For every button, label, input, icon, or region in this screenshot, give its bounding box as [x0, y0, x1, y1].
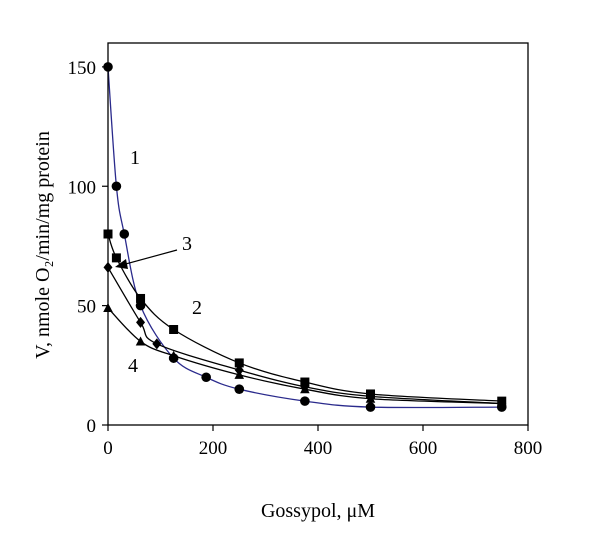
series-1-point [119, 229, 130, 239]
series-4-point [234, 369, 245, 379]
curve-3-arrow-line [121, 249, 178, 266]
series-4-point [365, 393, 376, 403]
curve-label-3: 3 [182, 233, 192, 255]
series-3-point [152, 338, 162, 350]
series-1-point [111, 181, 122, 192]
series-1-point [201, 372, 211, 383]
curve-label-4: 4 [128, 355, 138, 377]
y-axis-label: V, nmole O₂/min/mg protein [32, 131, 54, 359]
y-tick-label: 150 [68, 58, 97, 79]
y-tick-label: 100 [68, 177, 97, 198]
curve-label-2: 2 [192, 297, 202, 319]
series-4-point [496, 398, 507, 408]
x-tick-label: 800 [514, 438, 543, 459]
x-axis-label: Gossypol, μM [261, 500, 375, 522]
series-1-point [135, 300, 146, 311]
y-tick-label: 50 [77, 297, 96, 318]
series-curves [107, 66, 502, 409]
x-tick-label: 0 [103, 438, 113, 459]
plot-frame [107, 42, 529, 426]
curve-label-1: 1 [130, 147, 140, 169]
x-ticks: 0 200 400 600 800 [103, 425, 542, 459]
series-2-point [136, 293, 146, 303]
series-1-point [234, 384, 245, 394]
series-4-point [168, 350, 179, 360]
x-tick-label: 200 [199, 438, 228, 459]
series-2-point [169, 325, 179, 334]
x-tick-label: 400 [304, 438, 333, 459]
curve-3-arrowhead [115, 259, 128, 269]
series-1-line [107, 66, 502, 409]
series-4-point [300, 384, 310, 394]
y-tick-label: 0 [87, 416, 97, 437]
series-2-point [234, 358, 244, 368]
series-2-point [111, 253, 121, 263]
x-tick-label: 600 [409, 438, 438, 459]
series-1-point [300, 396, 310, 406]
series-2-line [107, 233, 502, 402]
y-ticks: 0 50 100 150 [68, 58, 108, 437]
series-3-point [136, 316, 146, 328]
series-4-point [135, 336, 146, 346]
series-1-point [365, 402, 376, 412]
series-markers [103, 62, 507, 412]
